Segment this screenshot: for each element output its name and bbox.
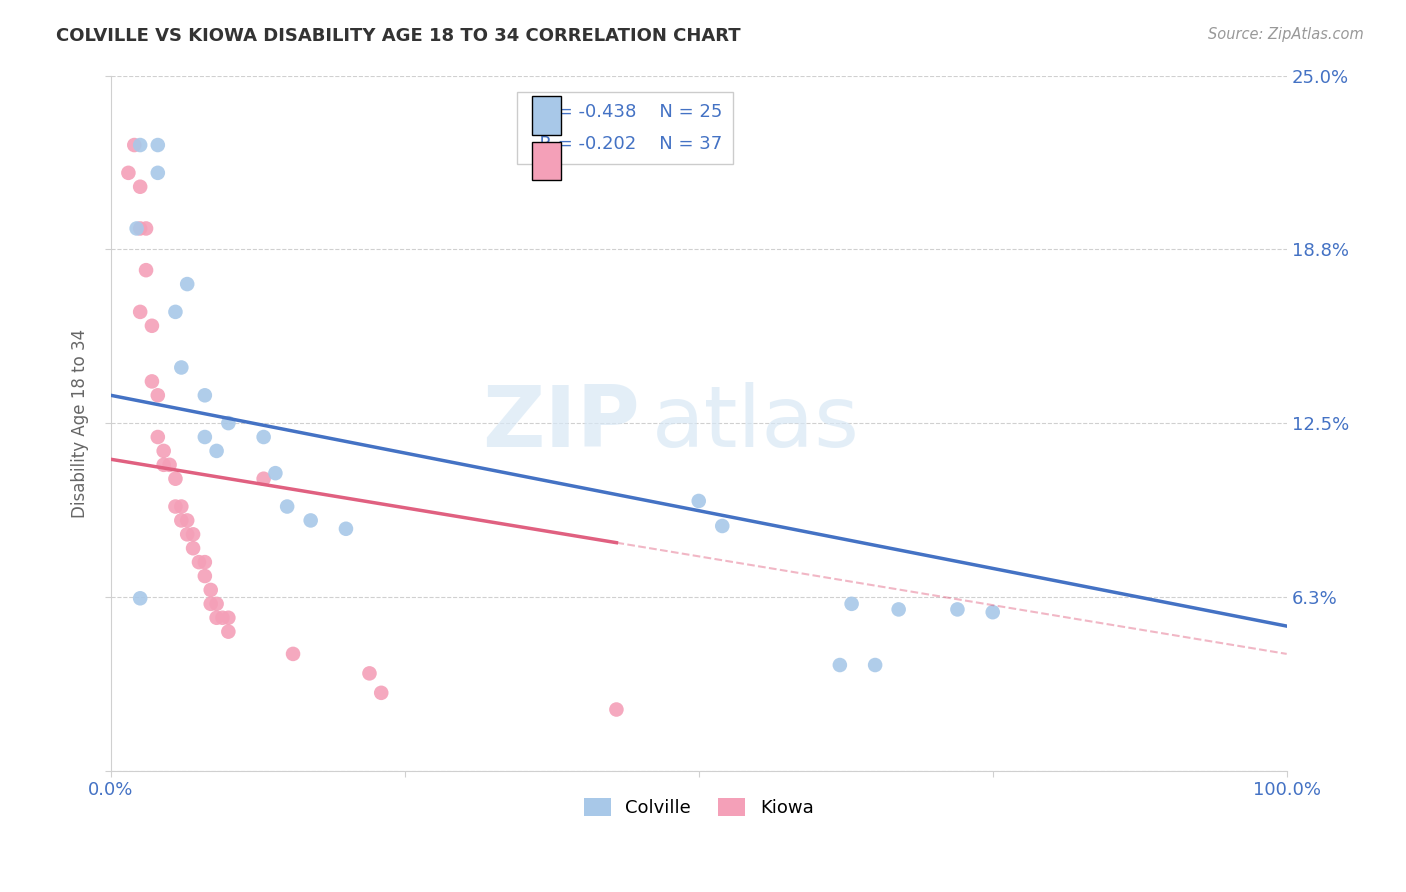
Point [152,458,174,472]
Text: Source: ZipAtlas.com: Source: ZipAtlas.com [1208,27,1364,42]
Point [135,221,157,235]
Point [688,494,710,508]
Point [841,597,863,611]
Point [194,555,217,569]
Point [146,166,169,180]
Point [141,375,163,389]
Point [711,519,734,533]
Point [181,527,204,541]
Point [205,444,228,458]
Text: atlas: atlas [652,382,859,465]
Point [370,686,392,700]
Point [176,277,198,291]
Point [141,318,163,333]
Point [152,444,174,458]
Point [217,624,239,639]
Point [165,305,187,319]
Point [276,500,298,514]
FancyBboxPatch shape [531,142,561,180]
Point [359,666,381,681]
Point [165,472,187,486]
Point [981,605,1004,619]
Text: COLVILLE VS KIOWA DISABILITY AGE 18 TO 34 CORRELATION CHART: COLVILLE VS KIOWA DISABILITY AGE 18 TO 3… [56,27,741,45]
Text: R = -0.438    N = 25
  R = -0.202    N = 37: R = -0.438 N = 25 R = -0.202 N = 37 [529,103,723,153]
Point [125,221,148,235]
Point [200,597,222,611]
Point [217,416,239,430]
Y-axis label: Disability Age 18 to 34: Disability Age 18 to 34 [72,328,89,517]
Point [946,602,969,616]
Point [170,360,193,375]
Point [181,541,204,556]
Point [281,647,304,661]
Point [135,263,157,277]
Point [129,591,152,606]
Point [205,611,228,625]
Point [146,388,169,402]
Point [124,138,146,153]
Point [165,500,187,514]
Point [211,611,233,625]
FancyBboxPatch shape [531,96,561,135]
Point [146,138,169,153]
Point [200,582,222,597]
Point [253,430,276,444]
Point [176,527,198,541]
Point [205,597,228,611]
Point [146,430,169,444]
Point [217,611,239,625]
Point [129,221,152,235]
Point [887,602,910,616]
Point [170,500,193,514]
Point [264,466,287,480]
Text: ZIP: ZIP [482,382,640,465]
Point [170,513,193,527]
Point [159,458,181,472]
Point [299,513,322,527]
Point [253,472,276,486]
Point [605,702,627,716]
Point [129,179,152,194]
Point [194,569,217,583]
Point [129,138,152,153]
Point [194,430,217,444]
Point [129,305,152,319]
Point [176,513,198,527]
Point [828,658,851,673]
Point [117,166,139,180]
Point [188,555,211,569]
Point [194,388,217,402]
Legend: Colville, Kiowa: Colville, Kiowa [576,790,821,824]
Point [335,522,357,536]
Point [863,658,886,673]
